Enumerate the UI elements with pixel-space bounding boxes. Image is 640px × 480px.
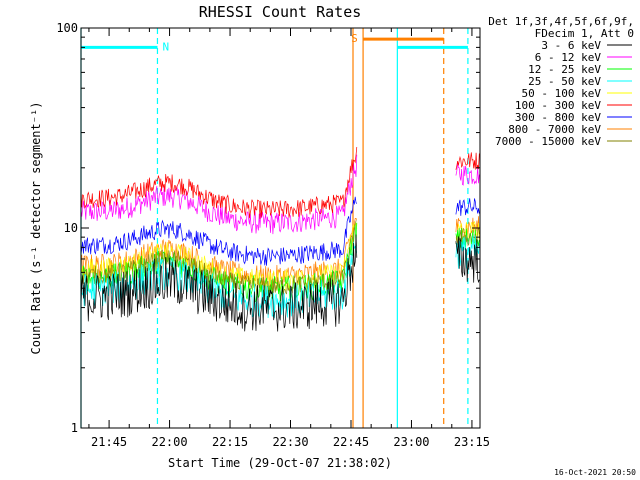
x-tick-label: 22:00 [151,435,187,449]
x-tick-label: 22:45 [333,435,369,449]
x-tick-label: 23:15 [454,435,490,449]
legend-header: FDecim 1, Att 0 [535,27,634,40]
legend-entry-label: 300 - 800 keV [515,111,601,124]
y-tick-label: 1 [71,421,78,435]
x-tick-label: 22:15 [212,435,248,449]
legend-header: Det 1f,3f,4f,5f,6f,9f, [488,15,634,28]
plot-frame [80,27,481,429]
legend-entry-label: 100 - 300 keV [515,99,601,112]
legend: Det 1f,3f,4f,5f,6f,9f,FDecim 1, Att 03 -… [488,15,634,148]
legend-entry-label: 6 - 12 keV [535,51,602,64]
flag-label: S [351,32,358,45]
series-line [81,196,480,266]
x-tick-label: 21:45 [91,435,127,449]
series-group [81,146,480,332]
y-tick-label: 100 [56,21,78,35]
x-tick-label: 23:00 [393,435,429,449]
legend-entry-label: 12 - 25 keV [528,63,601,76]
series-line [81,146,480,219]
chart-title: RHESSI Count Rates [199,3,362,21]
legend-entry-label: 3 - 6 keV [541,39,601,52]
flag-label: N [162,40,169,53]
series-line [81,216,480,288]
axes-group: 21:45 22:00 22:15 22:30 22:45 23:00 23:15 1 10 10… [56,21,490,449]
legend-entry-label: 7000 - 15000 keV [495,135,601,148]
legend-entry-label: 50 - 100 keV [522,87,602,100]
y-tick-label: 10 [64,221,78,235]
footer-date: 16-Oct-2021 20:50 [554,468,636,477]
y-axis-label: Count Rate (s⁻¹ detector segment⁻¹) [29,102,43,355]
series-line [81,234,480,332]
x-axis-label: Start Time (29-Oct-07 21:38:02) [168,456,392,470]
flag-group: NS [81,32,468,53]
series-line [81,154,480,235]
legend-entry-label: 25 - 50 keV [528,75,601,88]
x-tick-label: 22:30 [272,435,308,449]
legend-entry-label: 800 - 7000 keV [508,123,601,136]
